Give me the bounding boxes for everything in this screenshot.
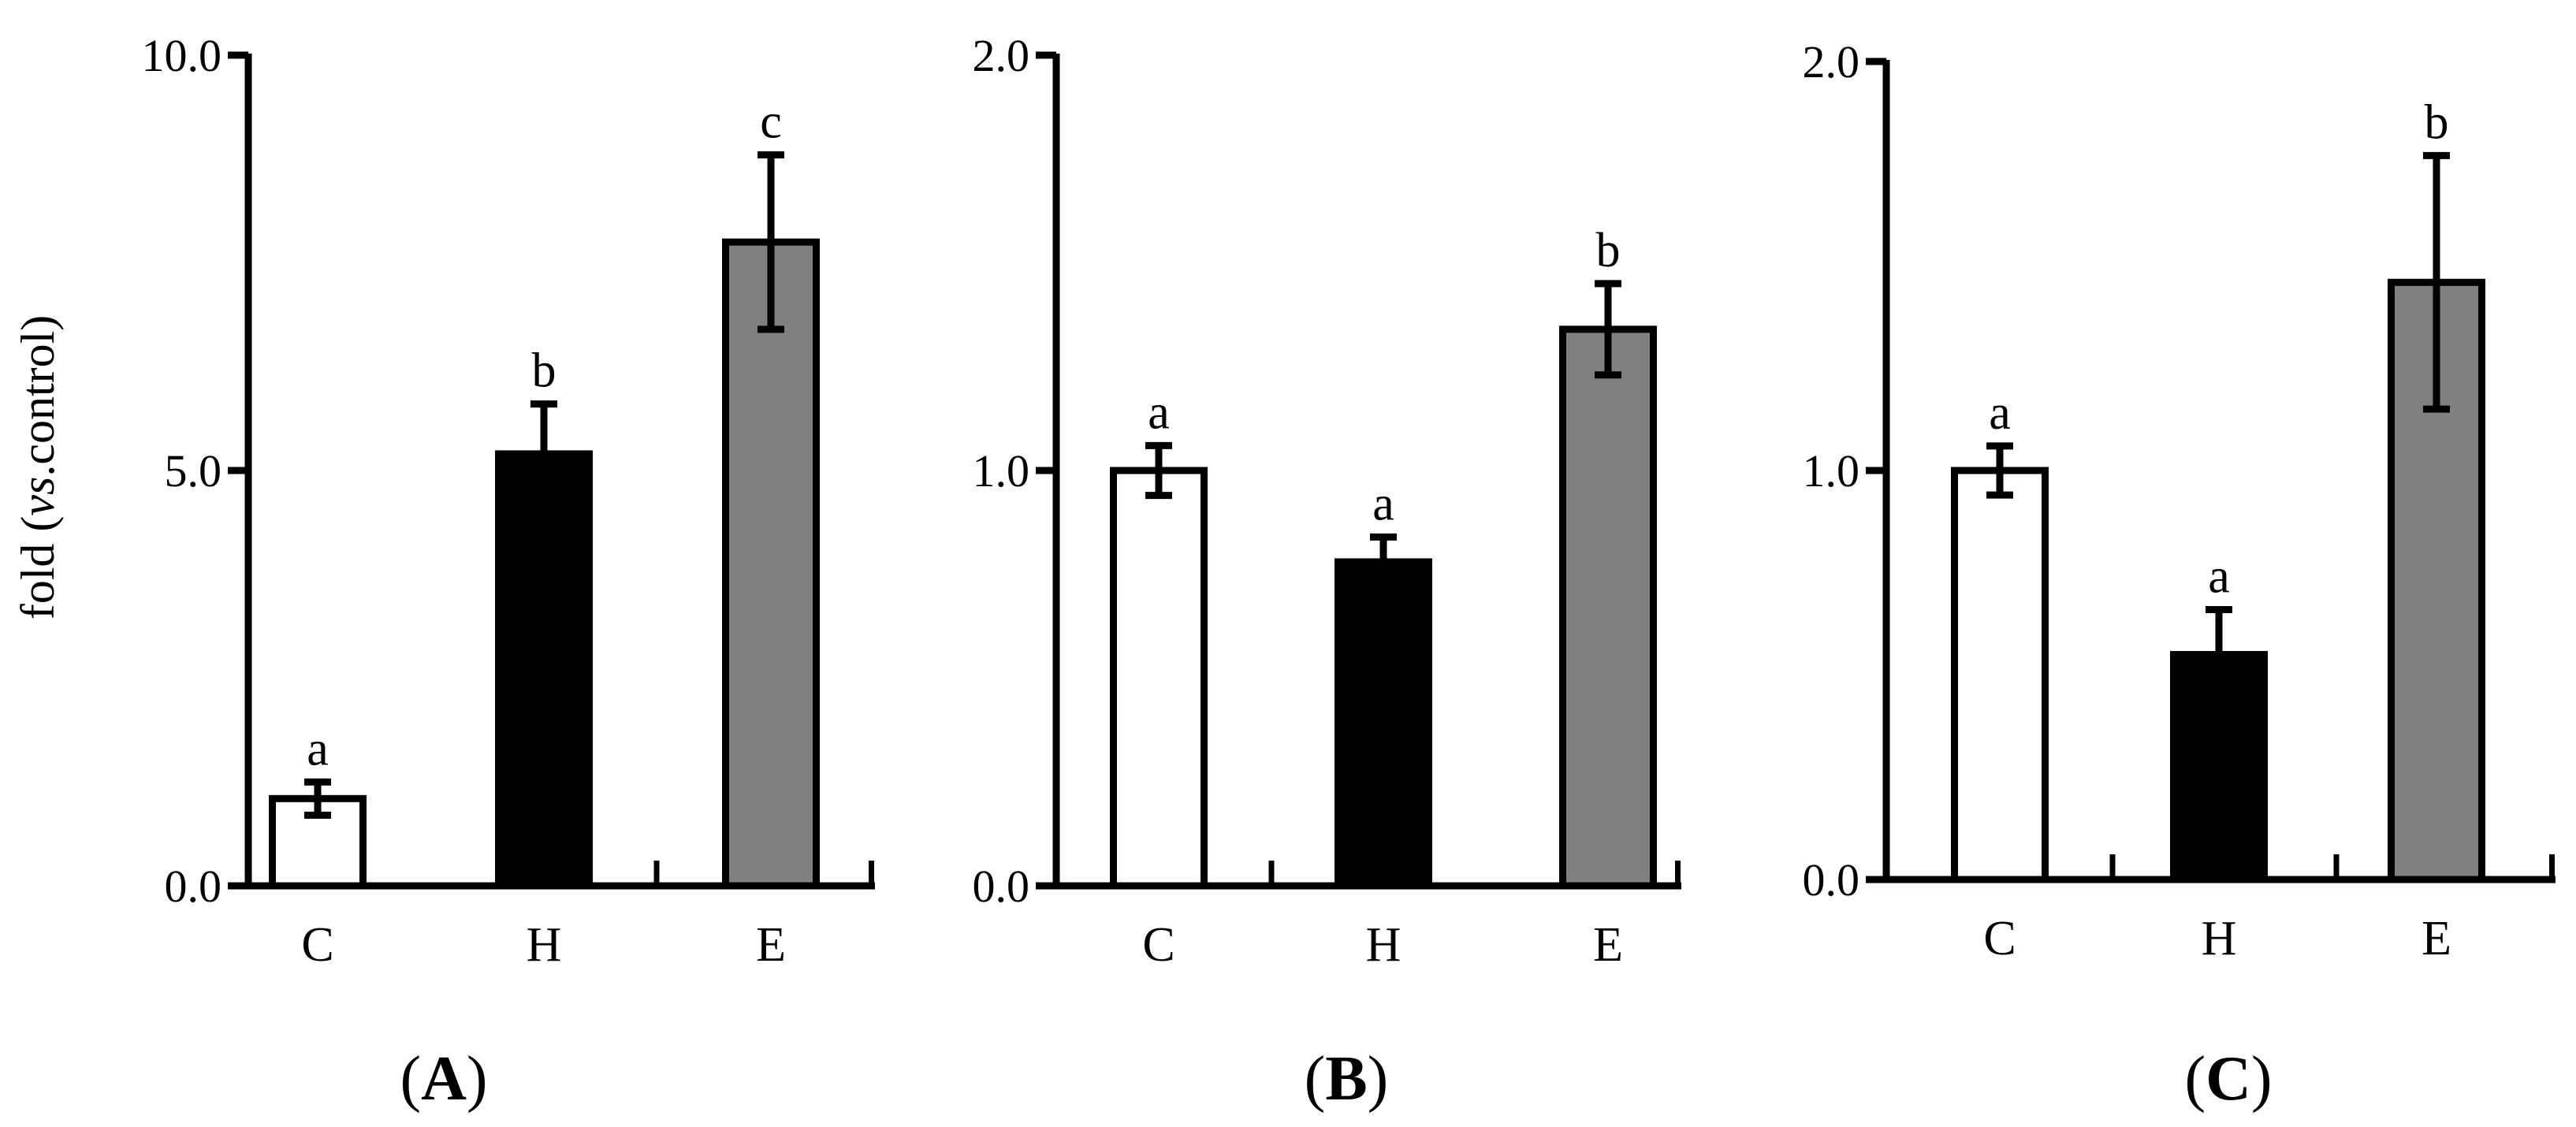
x-tick-label: C <box>301 918 333 972</box>
y-tick-label: 5.0 <box>165 445 222 497</box>
significance-label: a <box>1148 385 1170 439</box>
x-tick-label: H <box>1366 918 1402 972</box>
bar-h <box>1335 558 1432 890</box>
bar-c <box>1951 467 2049 883</box>
x-tick-label: E <box>1593 918 1623 972</box>
y-axis-label: fold (vs.control) <box>12 315 64 620</box>
bar-h <box>495 450 593 890</box>
y-tick-label: 0.0 <box>165 861 222 912</box>
significance-label: a <box>307 722 329 776</box>
x-tick-label: H <box>2202 912 2237 965</box>
y-tick-label: 2.0 <box>1803 36 1860 87</box>
significance-label: a <box>2208 549 2230 603</box>
panel-label: (A) <box>400 1044 487 1114</box>
panel-label: (C) <box>2184 1044 2272 1114</box>
bar-e <box>1559 325 1657 890</box>
bar-chart-panel-a: a Cb Hc E 0.0 5.0 10.0 (A) <box>142 30 875 1114</box>
y-tick-label: 10.0 <box>142 30 222 81</box>
significance-label: c <box>760 95 782 148</box>
y-tick-label: 0.0 <box>973 861 1030 912</box>
y-tick-label: 1.0 <box>973 445 1030 497</box>
y-tick-label: 0.0 <box>1803 854 1860 906</box>
bar-c <box>1110 467 1208 890</box>
y-tick-label: 2.0 <box>973 30 1030 81</box>
x-tick-label: E <box>2422 912 2451 965</box>
x-tick-label: C <box>1142 918 1174 972</box>
significance-label: b <box>2425 95 2449 149</box>
bar-chart-panel-c: a Ca Hb E 0.0 1.0 2.0 (C) <box>1803 36 2556 1114</box>
x-tick-label: H <box>527 918 562 972</box>
significance-label: a <box>1372 477 1394 530</box>
x-tick-label: E <box>756 918 786 972</box>
bar-e <box>722 238 820 890</box>
panel-label: (B) <box>1305 1044 1389 1114</box>
x-tick-label: C <box>1983 912 2016 965</box>
y-tick-label: 1.0 <box>1803 445 1860 497</box>
bar-chart-panel-b: a Ca Hb E 0.0 1.0 2.0 (B) <box>973 30 1681 1114</box>
significance-label: b <box>532 344 557 398</box>
significance-label: a <box>1989 386 2011 440</box>
significance-label: b <box>1596 224 1621 277</box>
